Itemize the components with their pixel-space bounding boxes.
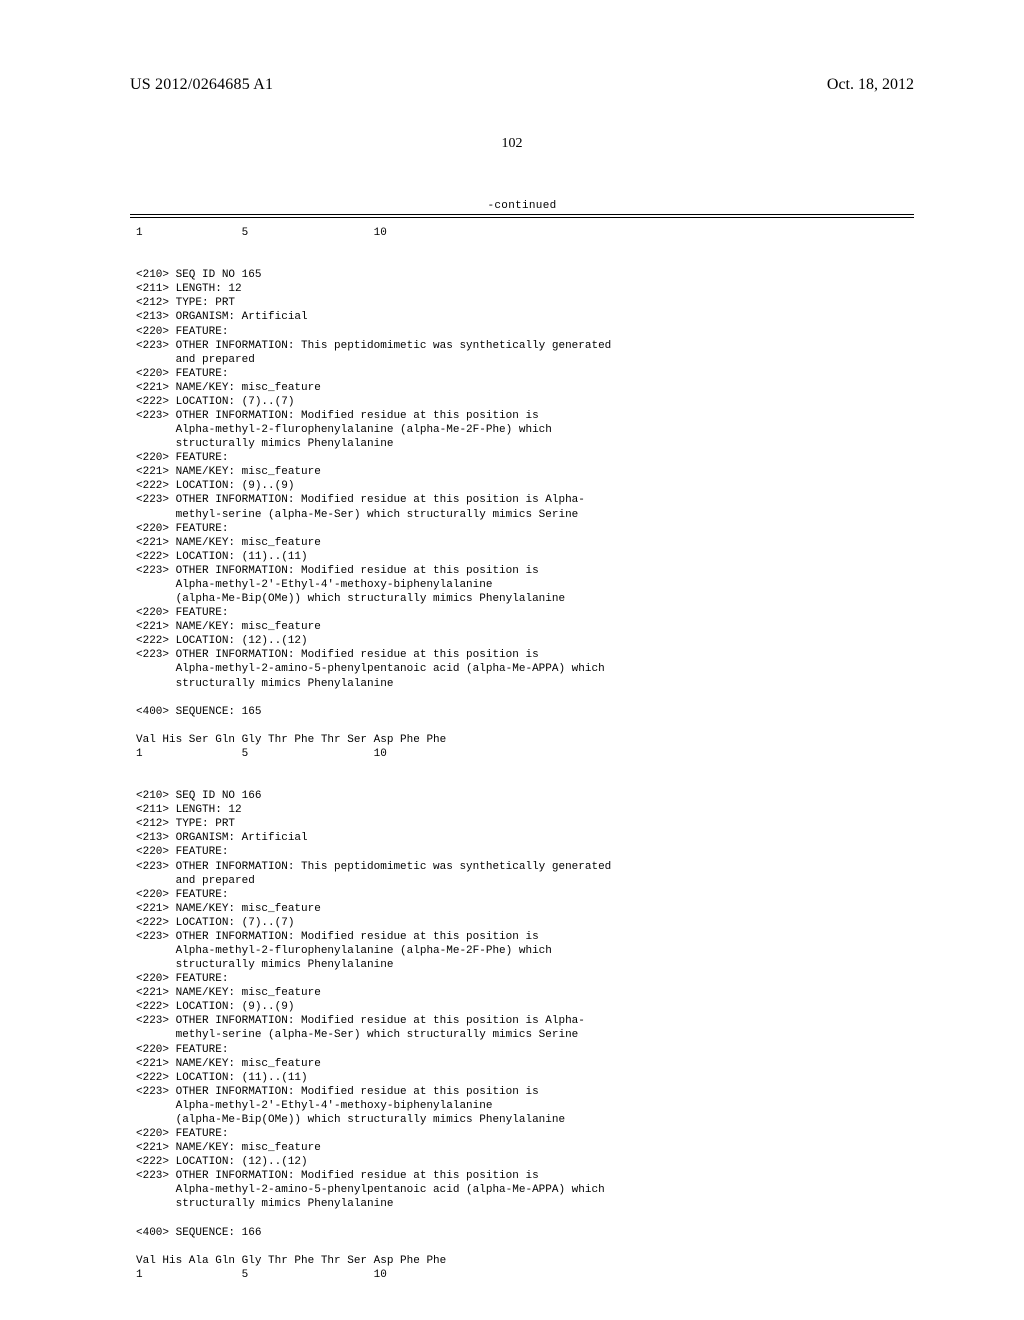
publication-number: US 2012/0264685 A1 [130, 76, 273, 93]
divider [130, 217, 914, 218]
continued-label: -continued [130, 200, 914, 212]
continued-block: -continued [130, 200, 914, 226]
publication-date: Oct. 18, 2012 [827, 76, 914, 94]
page-header: US 2012/0264685 A1 Oct. 18, 2012 [0, 76, 1024, 94]
page-number: 102 [0, 136, 1024, 152]
divider [130, 214, 914, 215]
sequence-listing-body: 1 5 10 <210> SEQ ID NO 165 <211> LENGTH:… [136, 226, 854, 1282]
